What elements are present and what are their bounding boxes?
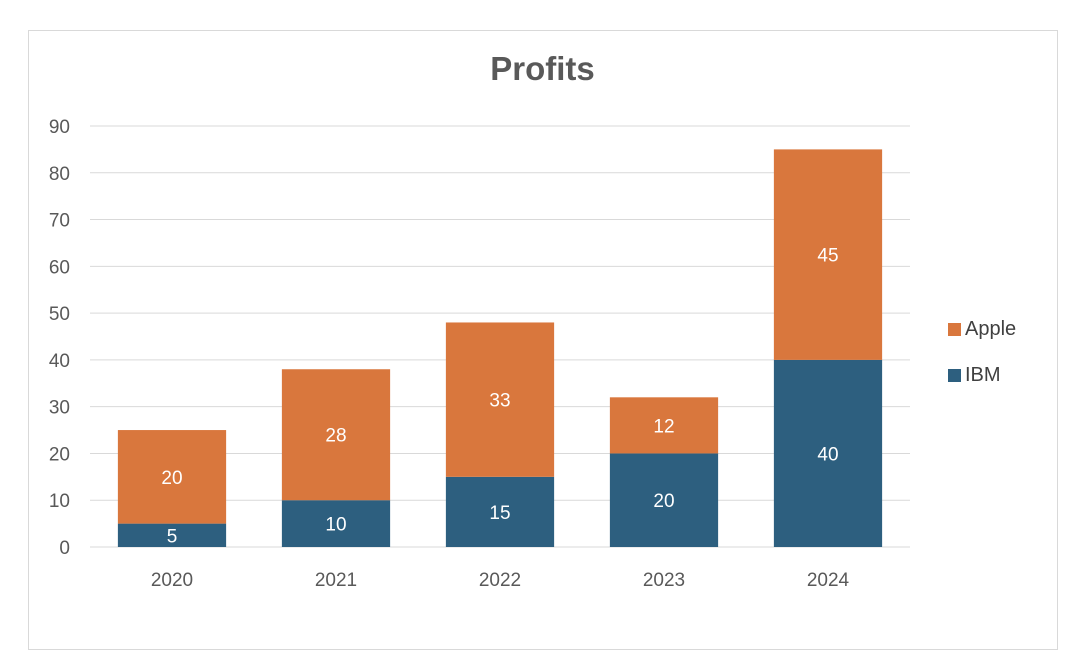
legend-label-apple: Apple bbox=[965, 317, 1017, 340]
y-tick-label: 70 bbox=[49, 211, 70, 232]
y-tick-label: 50 bbox=[49, 304, 70, 325]
x-tick-label: 2024 bbox=[807, 570, 850, 591]
y-tick-label: 10 bbox=[49, 491, 70, 512]
legend-item-apple: Apple bbox=[948, 316, 1016, 342]
bar-apple bbox=[281, 369, 391, 501]
bar-ibm bbox=[773, 359, 883, 547]
y-tick-label: 90 bbox=[49, 117, 70, 138]
data-label: 40 bbox=[817, 444, 838, 465]
x-tick-label: 2022 bbox=[479, 570, 521, 591]
data-label: 45 bbox=[817, 246, 838, 267]
data-label: 10 bbox=[325, 515, 346, 536]
legend-swatch-ibm bbox=[948, 368, 961, 382]
chart-title: Profits bbox=[490, 50, 595, 87]
legend-item-ibm: IBM bbox=[948, 362, 1016, 388]
legend-label-ibm: IBM bbox=[965, 363, 1001, 386]
y-tick-label: 20 bbox=[49, 444, 70, 465]
data-label: 33 bbox=[489, 391, 510, 412]
x-tick-label: 2023 bbox=[643, 570, 685, 591]
data-label: 20 bbox=[653, 491, 674, 512]
data-label: 20 bbox=[161, 468, 182, 489]
data-label: 5 bbox=[167, 526, 178, 547]
bar-ibm bbox=[445, 476, 555, 547]
bar-apple bbox=[773, 149, 883, 360]
x-tick-label: 2021 bbox=[315, 570, 357, 591]
legend-swatch-apple bbox=[948, 322, 961, 336]
legend: Apple IBM bbox=[948, 316, 1016, 408]
bar-apple bbox=[609, 397, 719, 454]
bar-ibm bbox=[281, 500, 391, 547]
y-tick-label: 80 bbox=[49, 164, 70, 185]
bar-ibm bbox=[117, 523, 227, 547]
x-tick-label: 2020 bbox=[151, 570, 193, 591]
y-tick-label: 30 bbox=[49, 398, 70, 419]
y-tick-label: 40 bbox=[49, 351, 70, 372]
y-tick-label: 60 bbox=[49, 257, 70, 278]
bar-apple bbox=[445, 322, 555, 477]
bar-apple bbox=[117, 430, 227, 524]
data-label: 28 bbox=[325, 426, 346, 447]
data-label: 12 bbox=[653, 416, 674, 437]
data-label: 15 bbox=[489, 503, 510, 524]
bar-ibm bbox=[609, 453, 719, 547]
y-tick-label: 0 bbox=[59, 538, 70, 559]
